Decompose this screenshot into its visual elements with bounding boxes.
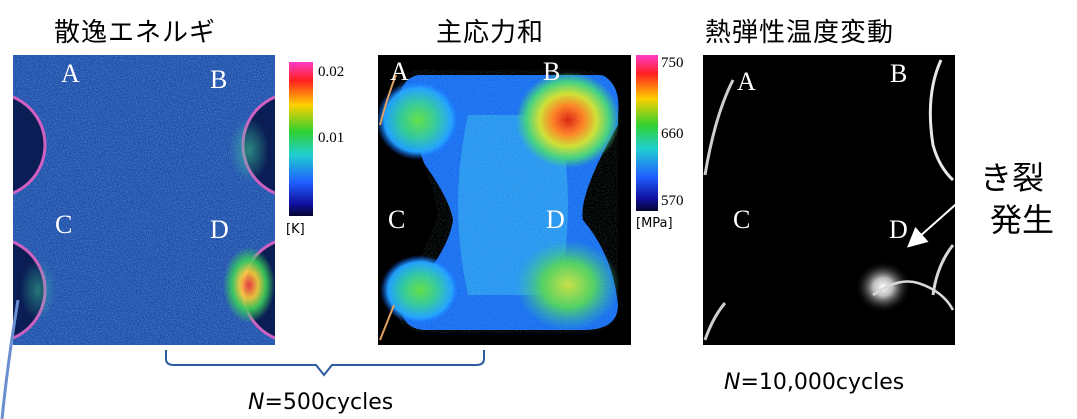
panel-title-thermoelastic: 熱弾性温度変動 bbox=[705, 18, 895, 48]
colorbar-stress-unit: [MPa] bbox=[636, 216, 673, 231]
panel-title-dissipation: 散逸エネルギ bbox=[54, 18, 217, 48]
corner-label-a: A bbox=[390, 57, 409, 86]
colorbar-stress bbox=[636, 55, 658, 211]
colorbar-dissipation bbox=[289, 62, 313, 216]
corner-label-b: B bbox=[890, 59, 908, 88]
corner-label-a: A bbox=[737, 67, 756, 96]
corner-label-c: C bbox=[55, 210, 73, 239]
caption-500-cycles-text: =500cycles bbox=[264, 390, 394, 415]
stress-image bbox=[378, 55, 631, 345]
stress-map: A B C D bbox=[378, 55, 631, 345]
dissipation-image bbox=[13, 55, 275, 345]
panel-title-stress: 主応力和 bbox=[436, 18, 545, 48]
colorbar-dissipation-unit: [K] bbox=[286, 222, 305, 237]
corner-label-d: D bbox=[546, 205, 565, 234]
corner-label-b: B bbox=[543, 57, 561, 86]
caption-10000-cycles-text: =10,000cycles bbox=[740, 370, 905, 395]
colorbar-stress-tick-min: 570 bbox=[661, 193, 684, 209]
corner-label-d: D bbox=[210, 215, 229, 244]
corner-label-d: D bbox=[889, 215, 908, 244]
crack-initiation-label-line1: き裂 bbox=[980, 159, 1045, 197]
corner-label-b: B bbox=[210, 65, 228, 94]
colorbar-dissipation-tick-mid: 0.01 bbox=[318, 130, 345, 146]
thermoelastic-image bbox=[703, 55, 955, 345]
caption-10000-cycles-variable: N bbox=[724, 370, 741, 395]
corner-label-c: C bbox=[733, 205, 751, 234]
colorbar-stress-tick-mid: 660 bbox=[661, 126, 684, 142]
caption-10000-cycles: N=10,000cycles bbox=[724, 370, 904, 395]
colorbar-stress-tick-max: 750 bbox=[661, 55, 684, 71]
caption-500-cycles: N=500cycles bbox=[248, 390, 393, 415]
thermoelastic-map: A B C D bbox=[703, 55, 955, 345]
grouping-bracket bbox=[165, 350, 485, 377]
corner-label-a: A bbox=[61, 59, 80, 88]
slide-edge-decoration bbox=[0, 300, 20, 419]
dissipation-map: A B C D bbox=[13, 55, 275, 345]
crack-arrow bbox=[907, 189, 973, 248]
caption-500-cycles-variable: N bbox=[248, 390, 265, 415]
corner-label-c: C bbox=[388, 205, 406, 234]
colorbar-dissipation-tick-max: 0.02 bbox=[318, 64, 345, 80]
crack-initiation-label-line2: 発生 bbox=[990, 201, 1055, 239]
